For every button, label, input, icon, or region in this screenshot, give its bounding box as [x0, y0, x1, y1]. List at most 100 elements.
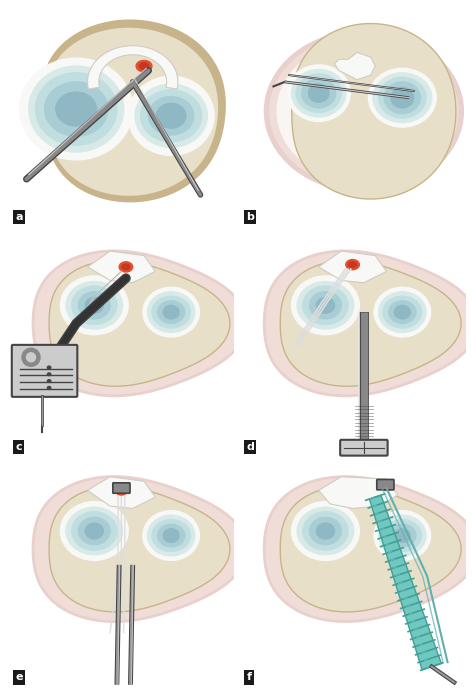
Ellipse shape — [264, 30, 464, 192]
Text: d: d — [246, 442, 254, 453]
Ellipse shape — [122, 264, 130, 270]
Ellipse shape — [148, 97, 194, 135]
Ellipse shape — [139, 63, 148, 69]
Ellipse shape — [297, 507, 354, 555]
Ellipse shape — [147, 292, 195, 332]
Polygon shape — [46, 27, 219, 197]
Text: e: e — [15, 673, 23, 682]
Ellipse shape — [303, 512, 348, 550]
Polygon shape — [292, 24, 456, 199]
FancyBboxPatch shape — [377, 480, 394, 490]
Ellipse shape — [157, 301, 185, 323]
Ellipse shape — [128, 76, 214, 155]
Polygon shape — [280, 261, 461, 386]
Ellipse shape — [296, 74, 341, 112]
Ellipse shape — [143, 511, 200, 561]
Polygon shape — [88, 46, 178, 89]
Ellipse shape — [346, 260, 359, 270]
Ellipse shape — [60, 502, 128, 561]
Ellipse shape — [374, 287, 430, 337]
Ellipse shape — [29, 66, 124, 152]
Ellipse shape — [141, 90, 201, 142]
Polygon shape — [264, 251, 474, 396]
Polygon shape — [335, 53, 375, 80]
Ellipse shape — [394, 529, 410, 543]
Polygon shape — [33, 251, 246, 396]
Ellipse shape — [163, 305, 179, 319]
Ellipse shape — [27, 353, 36, 362]
Ellipse shape — [45, 82, 108, 136]
Polygon shape — [319, 477, 398, 509]
Text: f: f — [246, 673, 251, 682]
Ellipse shape — [85, 298, 103, 313]
Ellipse shape — [29, 66, 124, 152]
Ellipse shape — [380, 481, 393, 491]
Ellipse shape — [368, 69, 436, 127]
Ellipse shape — [277, 41, 451, 182]
Polygon shape — [319, 251, 386, 283]
Ellipse shape — [157, 525, 185, 547]
Ellipse shape — [141, 90, 201, 142]
Ellipse shape — [156, 103, 186, 128]
Ellipse shape — [45, 82, 108, 136]
Polygon shape — [33, 477, 246, 621]
Ellipse shape — [135, 84, 207, 147]
Ellipse shape — [135, 84, 207, 147]
Ellipse shape — [270, 35, 458, 188]
Ellipse shape — [384, 82, 420, 113]
Ellipse shape — [22, 348, 40, 366]
Ellipse shape — [66, 507, 123, 555]
Ellipse shape — [56, 92, 97, 126]
Ellipse shape — [152, 520, 191, 552]
Ellipse shape — [148, 97, 194, 135]
Ellipse shape — [297, 282, 354, 329]
Ellipse shape — [383, 483, 390, 489]
Ellipse shape — [309, 84, 329, 102]
Ellipse shape — [292, 502, 359, 561]
Ellipse shape — [115, 486, 128, 495]
Ellipse shape — [47, 386, 51, 389]
Polygon shape — [88, 477, 155, 509]
Ellipse shape — [383, 296, 421, 328]
Text: b: b — [246, 212, 254, 222]
Ellipse shape — [79, 292, 110, 319]
Ellipse shape — [373, 73, 432, 122]
Ellipse shape — [310, 292, 341, 319]
Ellipse shape — [389, 525, 416, 547]
FancyBboxPatch shape — [113, 483, 130, 493]
Ellipse shape — [349, 262, 356, 267]
Ellipse shape — [79, 518, 110, 545]
Ellipse shape — [379, 292, 426, 332]
Ellipse shape — [47, 380, 51, 383]
Ellipse shape — [303, 286, 348, 325]
Ellipse shape — [136, 60, 152, 72]
Ellipse shape — [383, 520, 421, 552]
Ellipse shape — [152, 296, 191, 328]
Ellipse shape — [20, 58, 133, 160]
Ellipse shape — [379, 78, 426, 118]
Text: c: c — [15, 442, 22, 453]
Ellipse shape — [36, 73, 117, 145]
Ellipse shape — [292, 69, 346, 117]
Ellipse shape — [302, 78, 336, 108]
Ellipse shape — [47, 373, 51, 376]
Ellipse shape — [391, 88, 414, 108]
Ellipse shape — [143, 287, 200, 337]
Polygon shape — [280, 486, 461, 612]
Text: a: a — [15, 212, 23, 222]
Ellipse shape — [374, 511, 430, 561]
Ellipse shape — [292, 276, 359, 335]
Ellipse shape — [317, 523, 335, 539]
Polygon shape — [88, 251, 155, 283]
FancyBboxPatch shape — [340, 440, 388, 455]
Ellipse shape — [389, 301, 416, 323]
Ellipse shape — [156, 103, 186, 128]
Ellipse shape — [394, 305, 410, 319]
Polygon shape — [42, 19, 226, 202]
Ellipse shape — [119, 262, 133, 272]
Ellipse shape — [72, 286, 117, 325]
Ellipse shape — [47, 366, 51, 369]
Ellipse shape — [66, 282, 123, 329]
Polygon shape — [49, 486, 230, 612]
Ellipse shape — [310, 518, 341, 545]
